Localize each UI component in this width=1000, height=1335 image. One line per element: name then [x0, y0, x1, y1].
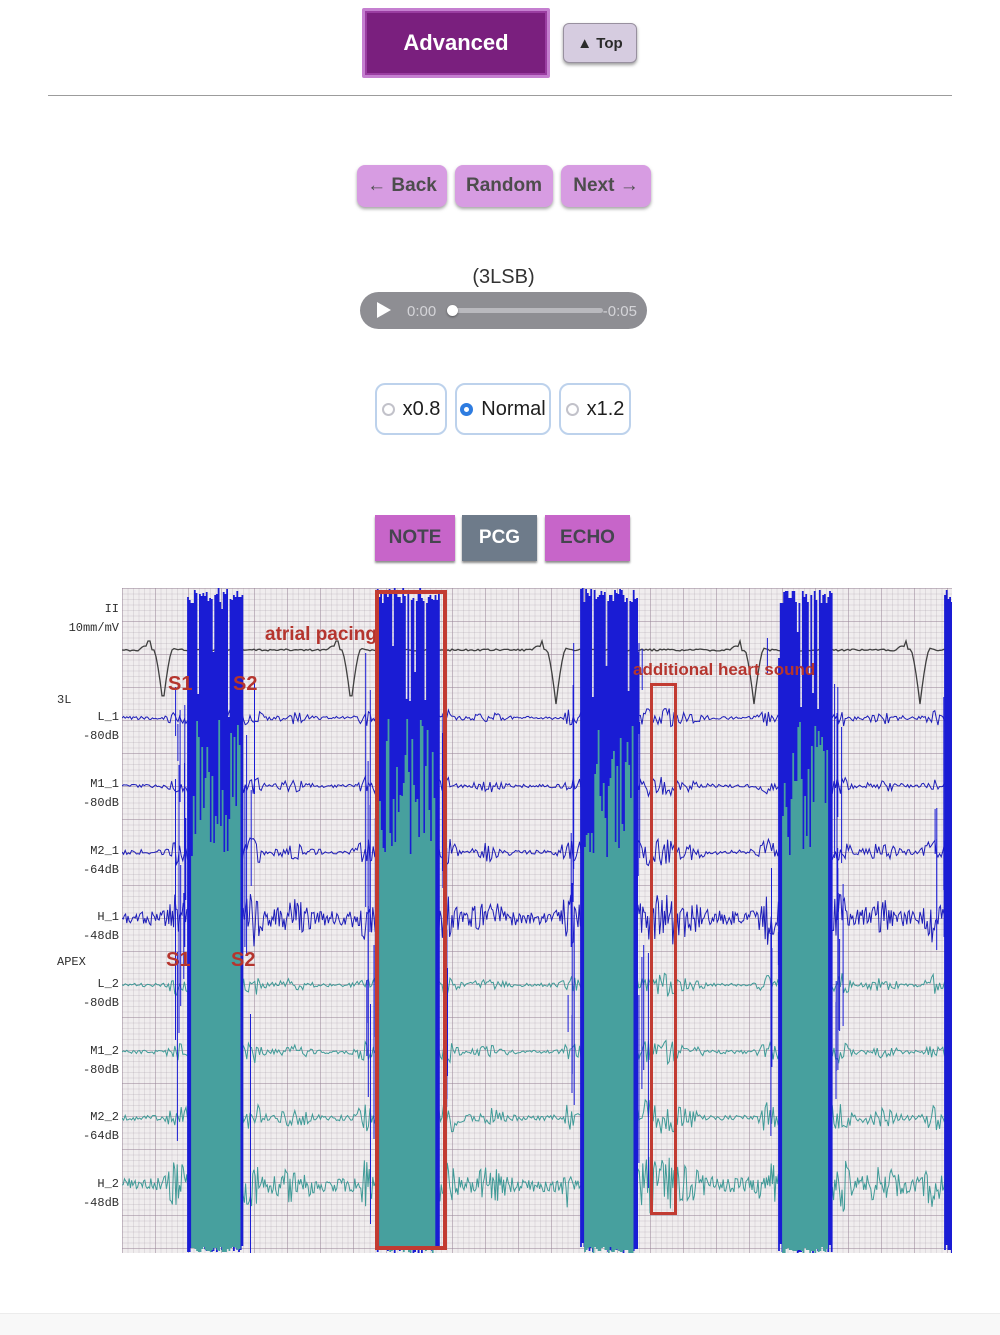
pcg-waveform-svg: [121, 588, 964, 1264]
pcg-channel-label: II 10mm/mV: [68, 602, 119, 636]
speed-option-normal[interactable]: Normal: [455, 383, 551, 435]
pcg-annotation-text: atrial pacing: [265, 624, 377, 645]
pcg-site-label: 3L: [57, 693, 72, 707]
speed-option-x08[interactable]: x0.8: [375, 383, 447, 435]
radio-icon-selected[interactable]: [460, 402, 474, 416]
tab-note[interactable]: NOTE: [375, 515, 455, 561]
pcg-channel-label: M1_1 -80dB: [82, 777, 119, 811]
pcg-channel-label: L_2 -80dB: [82, 977, 119, 1011]
advanced-button[interactable]: Advanced: [362, 8, 550, 78]
header-divider: [48, 95, 952, 96]
play-icon[interactable]: [377, 302, 391, 318]
pcg-annotation-text: S1: [168, 673, 193, 695]
pcg-annotation-text: S2: [231, 949, 256, 971]
radio-icon[interactable]: [381, 402, 395, 416]
pcg-channel-label: H_2 -48dB: [82, 1177, 119, 1211]
pcg-annotation-rect: [375, 590, 447, 1250]
current-time: 0:00: [407, 303, 437, 320]
pcg-annotation-rect: [650, 683, 677, 1215]
pcg-annotation-text: S2: [233, 673, 258, 695]
back-button[interactable]: ← Back: [357, 165, 447, 207]
seek-slider[interactable]: [447, 305, 603, 316]
pcg-site-label: APEX: [57, 955, 86, 969]
audio-player: 0:00 -0:05: [360, 292, 647, 329]
pcg-channel-label: M2_1 -64dB: [82, 844, 119, 878]
speed-option-x12[interactable]: x1.2: [559, 383, 631, 435]
random-button[interactable]: Random: [455, 165, 553, 207]
pcg-channel-label: M2_2 -64dB: [82, 1110, 119, 1144]
pcg-channel-label: H_1 -48dB: [82, 910, 119, 944]
speed-option-label: x1.2: [586, 397, 625, 420]
speed-option-label: x0.8: [402, 397, 441, 420]
audio-title: (3LSB): [472, 266, 535, 288]
tab-pcg[interactable]: PCG: [462, 515, 537, 561]
footer-band: [0, 1313, 1000, 1335]
pcg-channel-label: L_1 -80dB: [82, 710, 119, 744]
pcg-annotation-text: S1: [166, 949, 191, 971]
remaining-time: -0:05: [602, 303, 637, 320]
pcg-image: II 10mm/mV L_1 -80dB M1_1 -80dB M2_1 -64dB H…: [55, 580, 964, 1264]
scroll-top-button[interactable]: ▲ Top: [563, 23, 637, 63]
speed-option-label: Normal: [481, 397, 546, 420]
tab-echo[interactable]: ECHO: [545, 515, 630, 561]
pcg-grid: [121, 588, 964, 1264]
pcg-channel-label: M1_2 -80dB: [82, 1044, 119, 1078]
next-button[interactable]: Next →: [561, 165, 651, 207]
pcg-annotation-text: additional heart sound: [633, 660, 816, 679]
radio-icon[interactable]: [565, 402, 579, 416]
seek-thumb[interactable]: [447, 305, 458, 316]
